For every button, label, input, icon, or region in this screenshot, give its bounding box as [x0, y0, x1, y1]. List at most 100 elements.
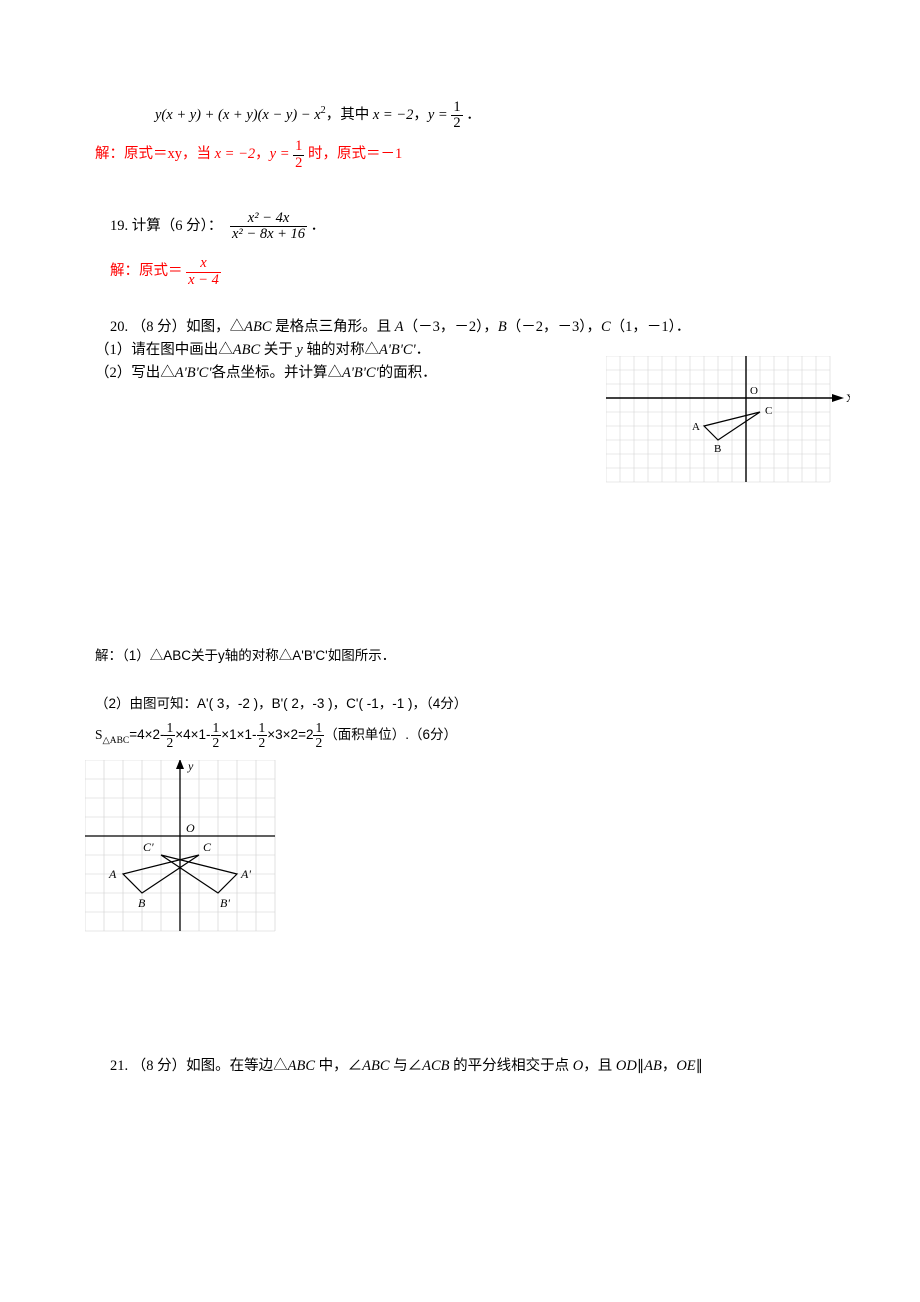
q20-sol2: （2）由图可知：A'( 3，-2 )，B'( 2，-3 )，C'( -1，-1 …: [95, 693, 810, 715]
q20-figure2: Oy A B C A' B' C': [85, 760, 810, 945]
q21-ang2: ACB: [422, 1058, 449, 1074]
q20-figure1: O Y X A B C: [606, 356, 850, 500]
svg-text:B': B': [220, 896, 230, 910]
q21-b: 中，∠: [315, 1058, 362, 1074]
q21-od: OD: [616, 1058, 637, 1074]
q21-f: ，: [662, 1058, 677, 1074]
grid-svg-1: O Y X A B C: [606, 356, 850, 492]
q20-A: A: [395, 319, 404, 335]
svg-text:X: X: [846, 391, 850, 405]
q21-d: 的平分线相交于点: [450, 1058, 573, 1074]
q21-c: 与∠: [390, 1058, 423, 1074]
h4d: 2: [313, 736, 324, 750]
q18-half-frac: 12: [451, 100, 462, 131]
q20-l1b: ABC: [244, 319, 271, 335]
q20-l2b: ABC: [233, 342, 260, 358]
q21: 21. （8 分）如图。在等边△ABC 中，∠ABC 与∠ACB 的平分线相交于…: [110, 1055, 810, 1078]
q18-solution: 解：原式＝xy，当 x = −2，y = 12 时，原式＝－1: [95, 139, 810, 170]
q20-Cpt: （1，－1）．: [611, 319, 691, 335]
svg-text:C': C': [143, 840, 154, 854]
q18-sol-half-den: 2: [293, 156, 304, 171]
svg-text:C: C: [203, 840, 212, 854]
q18-sol-sep: ，: [255, 146, 270, 162]
q18-half-num: 1: [451, 100, 462, 116]
h2n: 1: [211, 721, 222, 736]
q20: 20. （8 分）如图，△ABC 是格点三角形。且 A（－3，－2），B（－2，…: [110, 316, 810, 386]
svg-text:B: B: [138, 896, 146, 910]
q18-sol-yeq: y =: [270, 146, 293, 162]
q21-ang1: ABC: [362, 1058, 389, 1074]
spacer2: [110, 945, 810, 1055]
q20-l1c: 是格点三角形。且: [272, 319, 395, 335]
q20-s3e: ×3×2=2: [267, 727, 313, 742]
svg-text:B: B: [714, 443, 721, 455]
q21-abc: ABC: [288, 1058, 315, 1074]
q20-l2a: （1）请在图中画出△: [95, 342, 233, 358]
h3d: 2: [257, 736, 268, 750]
q20-sol3: S△ABC=4×2-12×4×1-12×1×1-12×3×2=212（面积单位）…: [95, 721, 810, 750]
svg-text:O: O: [186, 821, 195, 835]
q18-sol-x: x = −2: [215, 146, 256, 162]
half4: 12: [313, 721, 324, 750]
page: y(x + y) + (x + y)(x − y) − x 2 ，其中 x = −2…: [0, 0, 920, 1302]
q19-solution: 解：原式＝ x x − 4: [110, 256, 810, 287]
q18-sol-prefix: 解：原式＝xy，当: [95, 146, 215, 162]
q20-l2d: 轴的对称△: [303, 342, 379, 358]
q20-l2f: ．: [416, 342, 431, 358]
q19-frac: x² − 4x x² − 8x + 16: [230, 211, 307, 242]
q20-l3e: 的面积．: [379, 365, 437, 381]
q20-l1a: 20. （8 分）如图，△: [110, 319, 244, 335]
q18-expr: y(x + y) + (x + y)(x − y) − x: [155, 107, 321, 123]
half3: 12: [257, 721, 268, 750]
q20-s3f: （面积单位）.（6分）: [324, 727, 457, 742]
q20-l3b: A'B'C': [175, 365, 212, 381]
q18-cond-sep: ，: [413, 107, 428, 123]
svg-text:A': A': [240, 867, 251, 881]
q19: 19. 计算（6 分）： x² − 4x x² − 8x + 16 ．: [110, 211, 810, 242]
q21-O: O: [573, 1058, 583, 1074]
q21-ab: AB: [644, 1058, 662, 1074]
q18-cond-x: x = −2: [373, 107, 414, 123]
h2d: 2: [211, 736, 222, 750]
q20-C: C: [601, 319, 611, 335]
q18-sol-half: 12: [293, 139, 304, 170]
svg-text:C: C: [765, 405, 772, 417]
svg-text:O: O: [750, 385, 758, 397]
q18-sol-suffix: 时，原式＝－1: [308, 146, 402, 162]
q19-period: ．: [311, 218, 326, 234]
q20-Bpt: （－2，－3），: [507, 319, 601, 335]
q18-expression: y(x + y) + (x + y)(x − y) − x 2 ，其中 x = −2…: [155, 100, 810, 131]
q21-e: ，且: [583, 1058, 616, 1074]
q20-s3sub: △ABC: [103, 735, 130, 745]
q20-l3a: （2）写出△: [95, 365, 175, 381]
q20-l2e: A'B'C': [379, 342, 416, 358]
svg-text:y: y: [187, 760, 194, 773]
q21-g: ∥: [696, 1058, 703, 1074]
q19-label: 19. 计算（6 分）：: [110, 218, 222, 234]
q20-Apt: （－3，－2），: [404, 319, 498, 335]
grid-svg-2: Oy A B C A' B' C': [85, 760, 281, 937]
q18-cond-text: ，其中: [326, 107, 373, 123]
q19-num: x² − 4x: [230, 211, 307, 227]
q18-period: ．: [466, 107, 481, 123]
h1n: 1: [164, 721, 175, 736]
svg-text:Y: Y: [739, 356, 748, 357]
q21-oe: OE: [676, 1058, 695, 1074]
q20-s3d: ×1×1-: [221, 727, 256, 742]
q18-half-den: 2: [451, 116, 462, 131]
q20-s3b: =4×2-: [129, 727, 164, 742]
svg-text:A: A: [692, 421, 700, 433]
q19-sol-num: x: [186, 256, 221, 272]
q20-sol1: 解：（1）△ABC关于y轴的对称△A'B'C'如图所示．: [95, 645, 810, 667]
q18-sol-half-num: 1: [293, 139, 304, 155]
q20-s3c: ×4×1-: [175, 727, 210, 742]
svg-text:A: A: [108, 867, 117, 881]
q20-s3a: S: [95, 727, 103, 742]
q19-sol-frac: x x − 4: [186, 256, 221, 287]
half1: 12: [164, 721, 175, 750]
q20-l3c: 各点坐标。并计算△: [211, 365, 342, 381]
half2: 12: [211, 721, 222, 750]
q20-l2c: 关于: [260, 342, 296, 358]
h3n: 1: [257, 721, 268, 736]
q21-a: 21. （8 分）如图。在等边△: [110, 1058, 288, 1074]
